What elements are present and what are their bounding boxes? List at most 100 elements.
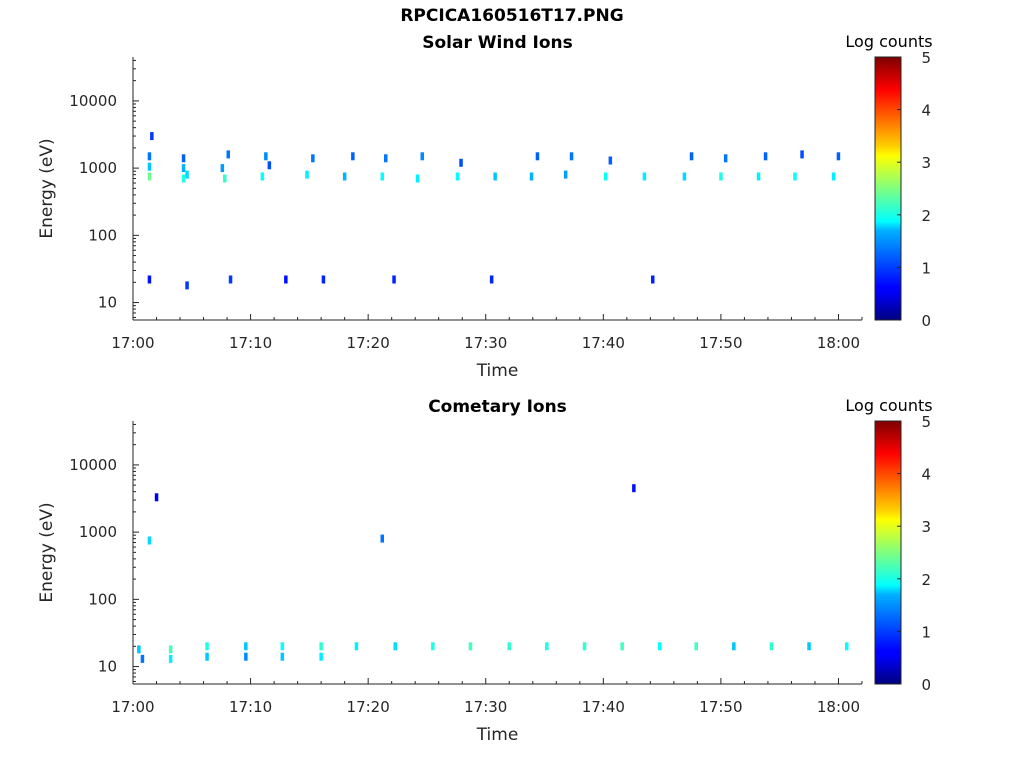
colorbar-tick-label: 5 bbox=[921, 49, 931, 67]
data-cell bbox=[305, 170, 309, 179]
data-cell bbox=[603, 172, 608, 181]
data-cell bbox=[168, 654, 173, 663]
x-tick-label: 17:30 bbox=[464, 698, 507, 716]
data-cell bbox=[244, 652, 248, 661]
data-cell bbox=[147, 172, 152, 181]
data-cell bbox=[632, 484, 636, 493]
y-tick-label: 10000 bbox=[69, 92, 117, 110]
colorbar-tick-label: 3 bbox=[921, 518, 931, 536]
data-cell bbox=[168, 645, 173, 654]
figure-title: RPCICA160516T17.PNG bbox=[400, 6, 624, 26]
data-cell bbox=[793, 172, 797, 181]
data-cell bbox=[181, 174, 186, 183]
colorbar-title: Log counts bbox=[845, 32, 932, 51]
data-cell bbox=[181, 154, 186, 163]
y-axis-label: Energy (eV) bbox=[37, 138, 57, 238]
data-cell bbox=[392, 275, 396, 284]
data-cell bbox=[228, 275, 233, 284]
data-cell bbox=[535, 152, 540, 161]
data-cell bbox=[147, 162, 152, 171]
data-cell bbox=[620, 642, 624, 651]
data-cell bbox=[415, 174, 420, 183]
data-cell bbox=[689, 152, 694, 161]
y-tick-label: 1000 bbox=[79, 159, 117, 177]
colorbar-tick-label: 0 bbox=[921, 312, 931, 330]
plot-area bbox=[133, 421, 862, 684]
colorbar-tick-label: 5 bbox=[921, 413, 931, 431]
data-cell bbox=[154, 493, 159, 502]
y-tick-label: 10 bbox=[98, 658, 117, 676]
data-cell bbox=[205, 642, 209, 651]
data-cell bbox=[582, 642, 587, 651]
data-cell bbox=[489, 275, 494, 284]
y-tick-label: 1000 bbox=[79, 523, 117, 541]
y-tick-label: 100 bbox=[88, 590, 117, 608]
data-cell bbox=[147, 275, 152, 284]
x-tick-label: 17:20 bbox=[347, 698, 390, 716]
data-cell bbox=[529, 172, 534, 181]
data-cell bbox=[642, 172, 647, 181]
data-cell bbox=[507, 642, 511, 651]
colorbar-tick-label: 1 bbox=[921, 623, 931, 641]
data-cell bbox=[658, 642, 662, 651]
data-cell bbox=[682, 172, 687, 181]
data-cell bbox=[836, 152, 841, 161]
x-tick-label: 17:20 bbox=[347, 334, 390, 352]
colorbar-tick-label: 2 bbox=[921, 571, 931, 589]
data-cell bbox=[651, 275, 655, 284]
colorbar bbox=[874, 56, 902, 321]
data-cell bbox=[455, 172, 460, 181]
data-cell bbox=[185, 170, 189, 179]
data-cell bbox=[267, 161, 272, 170]
data-cell bbox=[420, 152, 424, 161]
y-tick-label: 10000 bbox=[69, 456, 117, 474]
data-cell bbox=[280, 652, 285, 661]
x-tick-label: 17:00 bbox=[111, 698, 154, 716]
data-cell bbox=[719, 172, 723, 181]
colorbar-tick-label: 4 bbox=[921, 466, 931, 484]
data-cell bbox=[284, 275, 288, 284]
data-cell bbox=[244, 642, 248, 651]
data-cell bbox=[380, 172, 384, 181]
data-cell bbox=[608, 156, 613, 165]
panel-title: Cometary Ions bbox=[428, 397, 567, 417]
data-cell bbox=[769, 642, 774, 651]
data-cell bbox=[220, 164, 225, 173]
data-cell bbox=[226, 150, 230, 159]
colorbar bbox=[874, 420, 902, 685]
colorbar-tick-label: 1 bbox=[921, 259, 931, 277]
data-cell bbox=[140, 654, 145, 663]
data-cell bbox=[723, 154, 728, 163]
data-cell bbox=[459, 158, 463, 167]
data-cell bbox=[260, 172, 265, 181]
x-axis-label: Time bbox=[476, 361, 519, 381]
data-cell bbox=[384, 154, 388, 163]
x-tick-label: 17:10 bbox=[229, 698, 272, 716]
x-tick-label: 17:00 bbox=[111, 334, 154, 352]
data-cell bbox=[137, 645, 141, 654]
plot-area bbox=[133, 57, 862, 320]
data-cell bbox=[319, 652, 323, 661]
data-cell bbox=[756, 172, 761, 181]
data-cell bbox=[732, 642, 736, 651]
data-cell bbox=[845, 642, 849, 651]
data-cell bbox=[181, 164, 186, 173]
data-cell bbox=[185, 281, 189, 290]
x-axis-label: Time bbox=[476, 725, 519, 745]
data-cell bbox=[468, 642, 473, 651]
data-cell bbox=[393, 642, 397, 651]
data-cell bbox=[147, 536, 152, 545]
data-cell bbox=[832, 172, 836, 181]
data-cell bbox=[321, 275, 326, 284]
data-cell bbox=[380, 534, 384, 543]
x-tick-label: 18:00 bbox=[817, 698, 860, 716]
panel-title: Solar Wind Ions bbox=[422, 33, 573, 53]
data-cell bbox=[205, 652, 209, 661]
data-cell bbox=[493, 172, 497, 181]
x-tick-label: 17:40 bbox=[582, 698, 625, 716]
x-tick-label: 17:10 bbox=[229, 334, 272, 352]
data-cell bbox=[319, 642, 323, 651]
data-cell bbox=[545, 642, 549, 651]
data-cell bbox=[569, 152, 574, 161]
